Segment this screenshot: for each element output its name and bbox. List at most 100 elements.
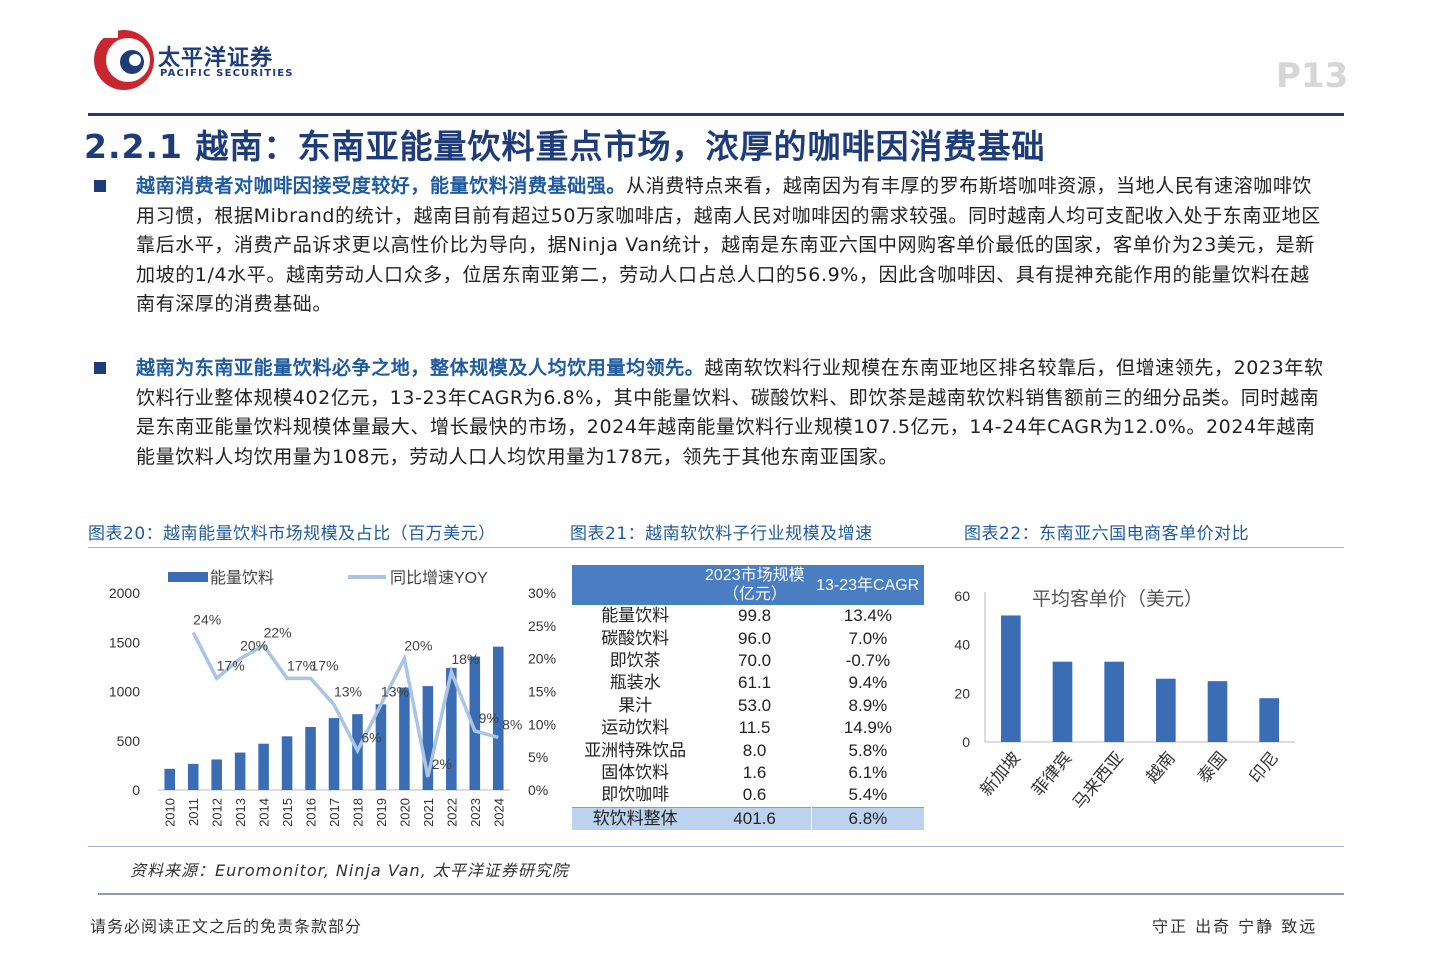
table-cell: 运动饮料: [601, 718, 670, 738]
x-axis-tick-label: 2020: [397, 798, 412, 827]
yoy-data-label: 17%: [311, 657, 339, 673]
yoy-data-label: 2%: [432, 756, 452, 772]
energy-drink-bar: [446, 667, 457, 790]
table-cell: 61.1: [738, 673, 772, 693]
header-divider: [88, 113, 1344, 116]
chart-title: 平均客单价（美元）: [1032, 588, 1203, 610]
energy-drink-bar: [328, 718, 340, 790]
table-cell: 亚洲特殊饮品: [584, 740, 687, 760]
yoy-data-label: 20%: [240, 638, 268, 654]
x-axis-tick-label: 菲律宾: [1028, 748, 1075, 799]
brand-name-cn: 太平洋证券: [158, 46, 274, 71]
yoy-data-label: 22%: [264, 625, 292, 641]
x-axis-tick-label: 马来西亚: [1069, 748, 1127, 812]
y-axis-tick-label: 20: [954, 685, 970, 701]
x-axis-tick-label: 2010: [163, 798, 178, 827]
order-value-bar: [1207, 681, 1228, 742]
order-value-bar: [1259, 698, 1279, 742]
legend-line-label: 同比增速YOY: [390, 569, 488, 587]
x-axis-tick-label: 2014: [257, 798, 272, 827]
x-axis-tick-label: 2013: [233, 798, 248, 827]
table-cell: 即饮茶: [609, 650, 661, 670]
table-cell: 果汁: [618, 695, 653, 715]
paragraph-2: 越南为东南亚能量饮料必争之地，整体规模及人均饮用量均领先。越南软饮料行业规模在东…: [136, 354, 1326, 472]
table-row: 碳酸饮料 96.0 7.0%: [572, 627, 924, 650]
table-row: 果汁 53.0 8.9%: [572, 694, 924, 717]
table-cell: 9.4%: [810, 672, 924, 695]
table-row: 能量饮料 99.8 13.4%: [572, 605, 924, 628]
energy-drink-bar: [164, 768, 176, 790]
y-axis-tick-label: 60: [954, 588, 970, 604]
order-value-bar: [1001, 615, 1021, 742]
order-value-bar: [1052, 661, 1073, 742]
table-cell: 11.5: [738, 718, 771, 738]
y-axis-tick-label: 40: [954, 637, 970, 653]
table-row: 瓶装水 61.1 9.4%: [572, 672, 924, 695]
caption-fig22: 图表22：东南亚六国电商客单价对比: [964, 524, 1250, 544]
yoy-data-label: 24%: [193, 611, 221, 627]
y-axis-tick-label: 500: [117, 733, 141, 749]
company-logo: [94, 20, 154, 90]
paragraph-1: 越南消费者对咖啡因接受度较好，能量饮料消费基础强。从消费特点来看，越南因为有丰厚…: [136, 172, 1326, 320]
yoy-data-label: 17%: [217, 657, 245, 673]
x-axis-tick-label: 2015: [280, 798, 295, 827]
soft-drink-subcategory-table: 2023市场规模（亿元） 13-23年CAGR 能量饮料 99.8 13.4% 碳酸饮…: [572, 565, 924, 830]
y2-axis-tick-label: 20%: [528, 651, 556, 667]
table-cell: 6.8%: [810, 806, 924, 830]
energy-drink-bar: [492, 646, 504, 790]
table-header-cell: 13-23年CAGR: [811, 565, 924, 605]
source-divider: [88, 846, 1344, 847]
energy-drink-bar: [375, 704, 387, 790]
bullet-square-icon: [94, 180, 106, 192]
y2-axis-tick-label: 15%: [528, 684, 556, 700]
paragraph-1-body: 从消费特点来看，越南因为有丰厚的罗布斯塔咖啡资源，当地人民有速溶咖啡饮用习惯，根…: [136, 175, 1321, 315]
legend-bar-swatch: [168, 572, 208, 582]
energy-drink-bar: [187, 763, 199, 790]
x-axis-tick-label: 越南: [1142, 748, 1178, 786]
yoy-data-label: 17%: [287, 657, 315, 673]
caption-fig21: 图表21：越南软饮料子行业规模及增速: [570, 524, 873, 544]
energy-drink-bar: [258, 743, 269, 790]
y2-axis-tick-label: 10%: [528, 716, 556, 732]
x-axis-tick-label: 2024: [491, 798, 506, 827]
energy-drink-bar: [281, 736, 293, 790]
table-cell: 能量饮料: [601, 606, 670, 626]
brand-name-en: PACIFIC SECURITIES: [160, 68, 294, 79]
x-axis-tick-label: 泰国: [1194, 748, 1230, 786]
x-axis-tick-label: 2012: [210, 798, 225, 827]
energy-drink-bar: [234, 752, 246, 790]
page-number: P13: [1276, 56, 1349, 96]
energy-drink-market-chart: 0 500 1000 1500 2000 0% 5% 10% 15% 20% 25% 30% 2010 2…: [109, 569, 556, 827]
table-header-cell: 2023市场规模（亿元）: [698, 565, 812, 605]
energy-drink-bar: [305, 726, 316, 790]
footer-divider: [98, 893, 1344, 895]
caption-divider: [88, 547, 1344, 548]
yoy-data-label: 13%: [381, 684, 409, 700]
yoy-growth-line: [191, 631, 499, 778]
x-axis-tick-label: 2016: [304, 798, 319, 827]
table-cell: 13.4%: [810, 605, 924, 628]
y2-axis-tick-label: 5%: [528, 749, 548, 765]
table-cell: 99.8: [738, 606, 772, 626]
y2-axis-tick-label: 0%: [528, 782, 548, 798]
footer-motto: 守正 出奇 宁静 致远: [1152, 917, 1318, 936]
table-cell: 5.8%: [810, 739, 924, 762]
yoy-data-label: 18%: [451, 651, 479, 667]
table-cell: 软饮料整体: [572, 806, 699, 830]
x-axis-tick-label: 2011: [186, 798, 201, 826]
table-cell: -0.7%: [810, 649, 924, 673]
y2-axis-tick-label: 30%: [528, 585, 556, 601]
paragraph-1-lead: 越南消费者对咖啡因接受度较好，能量饮料消费基础强。: [136, 175, 627, 197]
table-cell: 8.9%: [810, 694, 924, 717]
table-cell: 6.1%: [810, 761, 924, 785]
energy-drink-bar: [399, 687, 410, 790]
table-cell: 96.0: [738, 628, 772, 648]
table-cell: 0.6: [742, 785, 767, 805]
yoy-data-label: 8%: [502, 716, 522, 732]
table-row: 即饮茶 70.0 -0.7%: [572, 649, 924, 673]
caption-fig20: 图表20：越南能量饮料市场规模及占比（百万美元）: [88, 524, 496, 544]
table-row: 固体饮料 1.6 6.1%: [572, 761, 924, 785]
bullet-square-icon: [94, 362, 106, 374]
table-cell: 5.4%: [810, 784, 924, 808]
